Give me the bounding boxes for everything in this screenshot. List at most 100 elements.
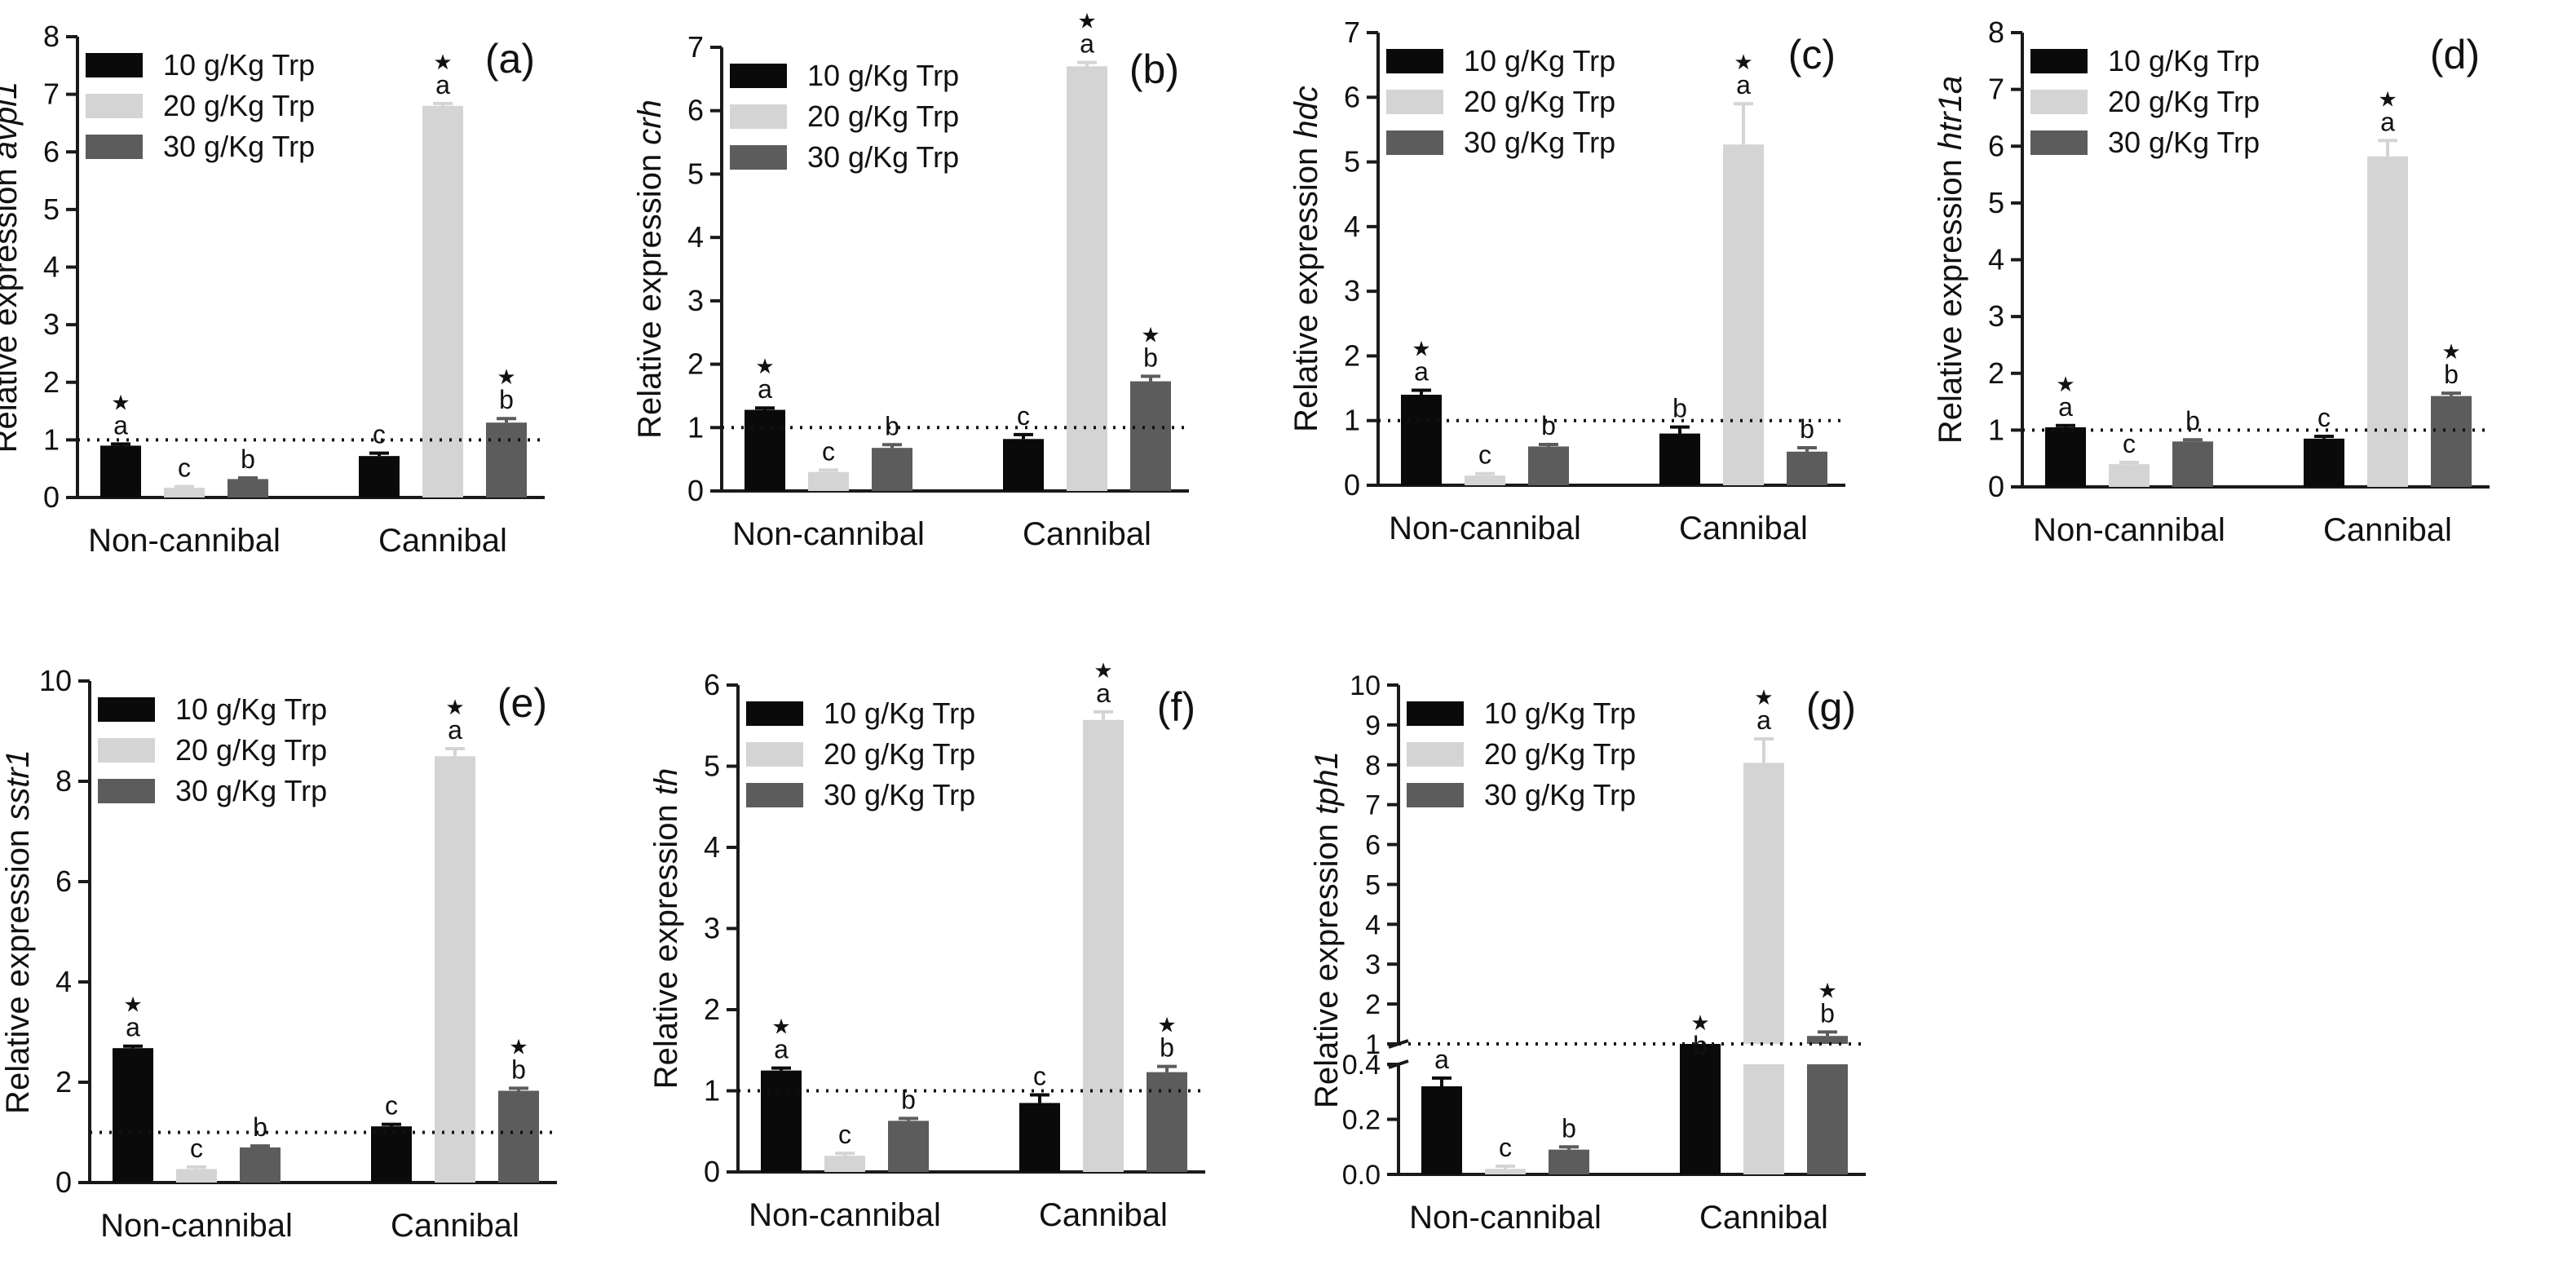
legend-label: 10 g/Kg Trp xyxy=(824,696,975,730)
panel-label: (c) xyxy=(1788,32,1836,77)
y-axis-label-prefix: Relative expression xyxy=(1933,150,1968,444)
y-axis-label-prefix: Relative expression xyxy=(1309,815,1345,1108)
y-tick-label: 5 xyxy=(1365,869,1381,900)
y-tick-label: 4 xyxy=(1365,909,1381,940)
x-category-label: Cannibal xyxy=(378,523,507,559)
y-tick-label: 6 xyxy=(55,864,72,898)
significance-letter: b xyxy=(511,1055,526,1084)
bar xyxy=(2431,396,2472,487)
y-axis-label-prefix: Relative expression xyxy=(648,795,684,1089)
y-tick-label: 1 xyxy=(1365,1029,1381,1060)
legend-swatch xyxy=(2030,90,2088,114)
y-tick-label: 8 xyxy=(1988,15,2004,49)
significance-star: ★ xyxy=(1818,978,1836,1002)
x-category-label: Non-cannibal xyxy=(2033,512,2225,548)
significance-letter: c xyxy=(1478,440,1491,470)
legend-label: 20 g/Kg Trp xyxy=(807,99,959,133)
legend-swatch xyxy=(1386,90,1443,114)
bar xyxy=(1019,1103,1060,1172)
y-tick-label: 2 xyxy=(704,993,720,1026)
y-tick-label: 3 xyxy=(704,912,720,945)
legend-swatch xyxy=(86,94,143,118)
bar xyxy=(1723,144,1764,485)
x-category-label: Non-cannibal xyxy=(749,1197,941,1233)
legend-swatch xyxy=(98,697,155,722)
y-tick-label: 1 xyxy=(43,422,60,456)
y-tick-label: 8 xyxy=(43,20,60,53)
y-axis-label: Relative expression crh xyxy=(632,99,668,439)
y-tick-label: 6 xyxy=(43,135,60,168)
significance-star: ★ xyxy=(509,1034,528,1059)
y-tick-label: 0 xyxy=(55,1165,72,1199)
bar xyxy=(1485,1169,1526,1174)
bar xyxy=(1807,1036,1848,1044)
significance-letter: a xyxy=(435,70,450,99)
y-tick-label: 3 xyxy=(1365,949,1381,980)
significance-star: ★ xyxy=(1094,658,1112,683)
significance-letter: a xyxy=(448,715,462,745)
bar xyxy=(2304,438,2344,487)
y-tick-label: 8 xyxy=(1365,750,1381,781)
significance-letter: b xyxy=(1160,1033,1174,1063)
significance-letter: b xyxy=(241,444,255,474)
significance-star: ★ xyxy=(123,993,142,1017)
y-axis-label: Relative expression th xyxy=(648,768,684,1090)
significance-letter: a xyxy=(113,410,128,440)
bar xyxy=(1083,719,1124,1172)
x-category-label: Non-cannibal xyxy=(732,516,925,552)
significance-letter: a xyxy=(1414,356,1429,386)
legend-swatch xyxy=(1407,742,1464,767)
y-axis-label: Relative expression avpi1 xyxy=(0,82,24,453)
significance-letter: a xyxy=(1096,679,1111,708)
y-tick-label: 4 xyxy=(704,830,720,864)
x-category-label: Cannibal xyxy=(1023,516,1151,552)
bar xyxy=(113,1048,153,1183)
y-tick-label: 0 xyxy=(1988,470,2004,503)
y-tick-label: 7 xyxy=(1988,73,2004,106)
y-tick-label: 2 xyxy=(1344,338,1360,372)
bar xyxy=(824,1156,865,1172)
bar xyxy=(1549,1149,1589,1174)
legend-swatch xyxy=(86,135,143,159)
y-tick-label: 5 xyxy=(1344,145,1360,179)
legend-swatch xyxy=(1407,783,1464,807)
y-tick-label: 0.4 xyxy=(1342,1050,1381,1081)
y-tick-label: 3 xyxy=(687,284,704,317)
significance-letter: b xyxy=(1541,411,1556,440)
bar xyxy=(2172,441,2213,487)
legend-label: 10 g/Kg Trp xyxy=(2108,44,2260,77)
significance-star: ★ xyxy=(433,50,452,74)
y-tick-label: 1 xyxy=(687,410,704,444)
bar xyxy=(2109,464,2150,487)
significance-star: ★ xyxy=(1157,1013,1176,1037)
significance-letter: b xyxy=(2444,360,2459,389)
y-axis-label-gene: htr1a xyxy=(1933,76,1968,150)
bar xyxy=(1680,1044,1721,1064)
significance-letter: c xyxy=(1033,1061,1046,1090)
bar xyxy=(228,479,268,497)
y-tick-label: 5 xyxy=(704,749,720,783)
y-axis-label: Relative expression tph1 xyxy=(1309,751,1345,1108)
y-tick-label: 10 xyxy=(39,664,72,697)
x-category-label: Cannibal xyxy=(2323,512,2452,548)
legend-swatch xyxy=(98,738,155,763)
y-tick-label: 5 xyxy=(43,192,60,226)
significance-star: ★ xyxy=(1412,336,1430,360)
significance-letter: c xyxy=(385,1091,398,1121)
significance-letter: a xyxy=(2058,392,2073,422)
legend-label: 20 g/Kg Trp xyxy=(824,737,975,771)
x-category-label: Non-cannibal xyxy=(1409,1200,1602,1236)
legend-label: 20 g/Kg Trp xyxy=(163,89,315,122)
significance-letter: c xyxy=(2123,429,2136,458)
panel-label: (b) xyxy=(1129,46,1179,92)
y-tick-label: 6 xyxy=(687,94,704,127)
y-tick-label: 5 xyxy=(687,157,704,190)
y-tick-label: 3 xyxy=(1344,274,1360,307)
